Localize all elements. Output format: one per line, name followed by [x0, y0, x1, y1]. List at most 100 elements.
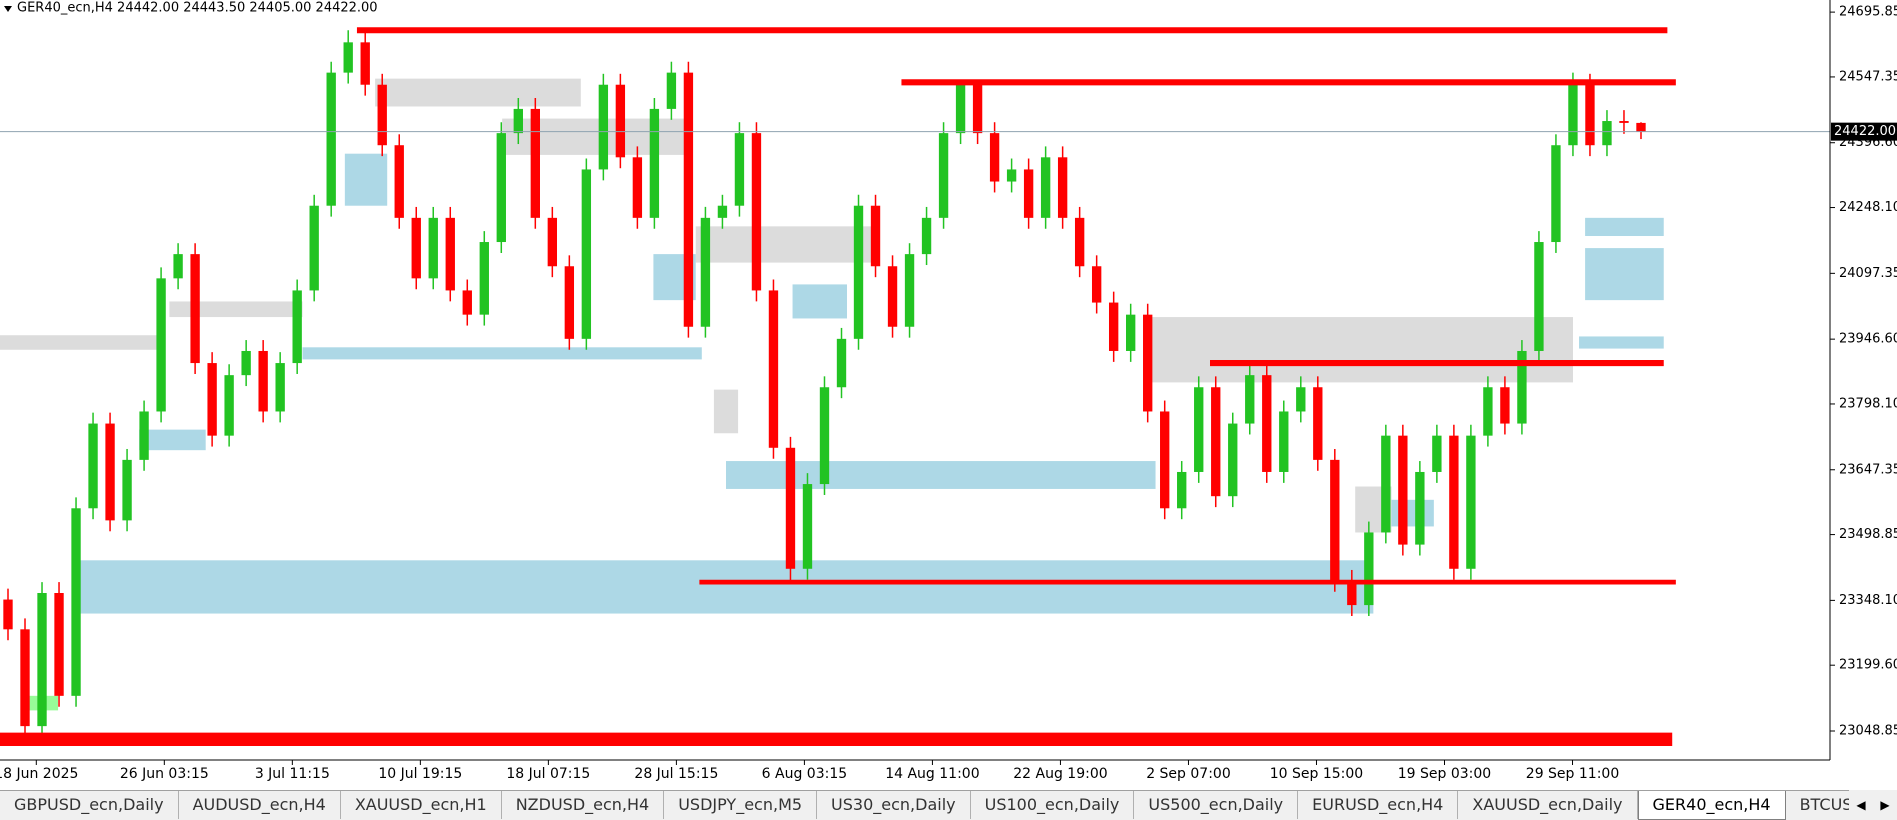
- zone: [139, 429, 206, 451]
- x-tick-label: 10 Jul 19:15: [378, 766, 462, 782]
- candle-body: [513, 108, 523, 134]
- x-tick-label: 26 Jun 03:15: [120, 766, 209, 782]
- zone: [302, 347, 702, 360]
- candle-body: [1228, 423, 1238, 497]
- zone: [502, 118, 690, 155]
- candle-body: [394, 145, 404, 218]
- symbol-tab[interactable]: EURUSD_ecn,H4: [1298, 791, 1459, 819]
- candle-body: [581, 169, 592, 339]
- candle-body: [938, 133, 949, 218]
- symbol-tab[interactable]: XAUUSD_ecn,H1: [341, 791, 502, 819]
- candle-body: [207, 363, 217, 436]
- x-tick-label: 10 Sep 15:00: [1270, 766, 1363, 782]
- candle-body: [955, 84, 966, 134]
- tab-bar: GBPUSD_ecn,Daily AUDUSD_ecn,H4 XAUUSD_ecn,…: [0, 790, 1897, 820]
- candle-body: [819, 387, 830, 485]
- x-tick-label: 29 Sep 11:00: [1526, 766, 1619, 782]
- symbol-tab[interactable]: GER40_ecn,H4: [1637, 791, 1786, 820]
- candle-body: [241, 350, 251, 376]
- candle-body: [462, 290, 472, 315]
- x-tick-label: 14 Aug 11:00: [885, 766, 979, 782]
- symbol-tab[interactable]: US500_ecn,Daily: [1134, 791, 1299, 819]
- menu-triangle[interactable]: [4, 6, 12, 12]
- y-tick-label: 23498.85: [1839, 527, 1897, 542]
- candle-body: [1619, 121, 1629, 123]
- candle-body: [598, 84, 609, 170]
- candle-body: [326, 72, 336, 206]
- candle-body: [1279, 411, 1289, 472]
- symbol-tab[interactable]: USDJPY_ecn,M5: [664, 791, 818, 819]
- candle-body: [496, 133, 506, 243]
- candle-body: [1091, 266, 1102, 303]
- symbol-tab[interactable]: AUDUSD_ecn,H4: [179, 791, 341, 819]
- candle-body: [989, 133, 1000, 182]
- candle-body: [1262, 375, 1272, 472]
- candle-body: [1194, 387, 1204, 472]
- candle-body: [530, 108, 540, 218]
- candle-body: [734, 133, 745, 206]
- candle-body: [1398, 435, 1408, 545]
- zone: [1585, 217, 1664, 237]
- candle-body: [360, 42, 370, 85]
- zone: [792, 284, 847, 319]
- candle-body: [887, 266, 898, 327]
- candle-body: [1160, 411, 1170, 509]
- symbol-tab[interactable]: NZDUSD_ecn,H4: [502, 791, 665, 819]
- candle-body: [1040, 157, 1051, 218]
- current-price-box: [1831, 122, 1897, 141]
- candle-body: [1500, 387, 1510, 424]
- symbol-tab[interactable]: US100_ecn,Daily: [971, 791, 1135, 819]
- candle-body: [1006, 169, 1017, 182]
- candle-body: [1636, 122, 1646, 132]
- zone: [1579, 336, 1664, 349]
- symbol-tab[interactable]: XAUUSD_ecn,Daily: [1458, 791, 1638, 819]
- zone: [1149, 317, 1573, 383]
- candle-body: [649, 108, 660, 218]
- candle-body: [666, 72, 677, 109]
- candle-body: [683, 72, 694, 327]
- candle-body: [275, 363, 285, 412]
- candle-body: [700, 217, 711, 327]
- candle-body: [1074, 217, 1085, 267]
- candle-body: [1177, 471, 1187, 509]
- candle-body: [547, 217, 558, 267]
- candle-body: [1483, 387, 1493, 436]
- candle-body: [1381, 435, 1391, 533]
- candle-body: [785, 447, 796, 569]
- candle-body: [1517, 350, 1527, 424]
- y-tick-label: 23647.35: [1839, 462, 1897, 477]
- candle-body: [3, 599, 13, 630]
- zone: [695, 226, 872, 263]
- zone: [0, 335, 158, 350]
- x-tick-label: 28 Jul 15:15: [634, 766, 718, 782]
- candle-body: [1534, 242, 1544, 351]
- chart-header: GER40_ecn,H4 24442.00 24443.50 24405.00 …: [17, 1, 378, 16]
- candle-body: [921, 217, 932, 255]
- scroll-left[interactable]: ◀: [1856, 798, 1866, 812]
- levels: [0, 27, 1676, 746]
- candle-body: [343, 42, 353, 73]
- candle-body: [1585, 84, 1595, 146]
- current-price-label: 24422.00: [1834, 124, 1896, 139]
- candle-body: [1143, 314, 1153, 412]
- x-tick-label: 18 Jun 2025: [0, 766, 78, 782]
- candle-body: [1415, 471, 1425, 545]
- y-tick-label: 24248.10: [1839, 200, 1897, 215]
- candle-body: [1364, 532, 1374, 606]
- candle-body: [88, 423, 98, 509]
- y-tick-label: 23048.85: [1839, 723, 1897, 738]
- candle-body: [972, 84, 983, 134]
- symbol-tab[interactable]: GBPUSD_ecn,Daily: [0, 791, 179, 819]
- y-tick-label: 23946.60: [1839, 332, 1897, 347]
- x-tick-label: 18 Jul 07:15: [506, 766, 590, 782]
- axes: 24695.8524547.3524396.6024248.1024097.35…: [0, 5, 1897, 782]
- symbol-tab[interactable]: US30_ecn,Daily: [817, 791, 971, 819]
- zone: [375, 78, 581, 107]
- candle-body: [1313, 387, 1323, 460]
- y-tick-label: 24695.85: [1839, 5, 1897, 20]
- candle-body: [1568, 84, 1578, 146]
- tab-scroll: ◀ ▶: [1849, 790, 1897, 820]
- candle-body: [768, 290, 779, 448]
- candle-body: [71, 508, 81, 696]
- scroll-right[interactable]: ▶: [1880, 798, 1890, 812]
